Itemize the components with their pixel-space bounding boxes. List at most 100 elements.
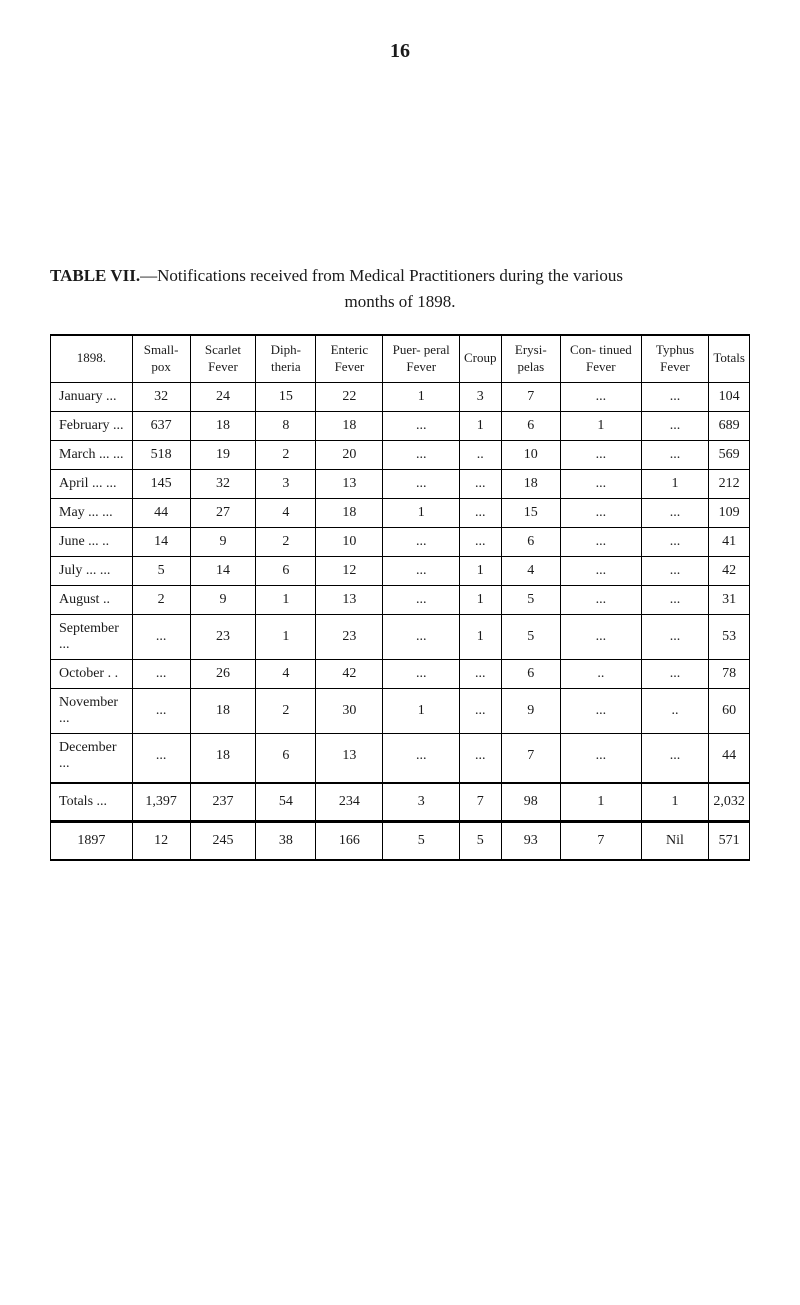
cell: ..: [561, 659, 642, 688]
cell: ...: [561, 585, 642, 614]
header-diphtheria: Diph- theria: [256, 335, 316, 382]
cell: 689: [709, 411, 750, 440]
month-label: March ... ...: [51, 440, 133, 469]
compare-label: 1897: [51, 821, 133, 860]
cell: 27: [190, 498, 256, 527]
cell: 19: [190, 440, 256, 469]
cell: 15: [501, 498, 561, 527]
cell: 1: [460, 411, 502, 440]
table-row: April ... ...14532313......18...1212: [51, 469, 750, 498]
cell: ...: [561, 556, 642, 585]
cell: 13: [316, 585, 383, 614]
cell: 1: [256, 614, 316, 659]
cell: ...: [641, 556, 709, 585]
cell: 104: [709, 382, 750, 411]
cell: 1: [460, 585, 502, 614]
totals-c5: 3: [383, 783, 460, 822]
cell: 1: [383, 382, 460, 411]
title-line-2: months of 1898.: [50, 289, 750, 315]
notifications-table: 1898. Small- pox Scarlet Fever Diph- the…: [50, 334, 750, 861]
cell: 3: [460, 382, 502, 411]
cell: 18: [190, 733, 256, 783]
cell: 1: [641, 469, 709, 498]
cell: ...: [641, 382, 709, 411]
cell: 6: [256, 733, 316, 783]
cell: ...: [641, 527, 709, 556]
month-label: June ... ..: [51, 527, 133, 556]
cell: ...: [561, 440, 642, 469]
cell: 212: [709, 469, 750, 498]
totals-label: Totals ...: [51, 783, 133, 822]
cell: 26: [190, 659, 256, 688]
cell: 18: [190, 411, 256, 440]
header-scarlet: Scarlet Fever: [190, 335, 256, 382]
cell: 4: [501, 556, 561, 585]
cell: ...: [641, 411, 709, 440]
cell: 1: [460, 614, 502, 659]
table-row: October . ....26442......6.....78: [51, 659, 750, 688]
cell: 13: [316, 469, 383, 498]
totals-c8: 1: [561, 783, 642, 822]
table-row: June ... ..149210......6......41: [51, 527, 750, 556]
page-number: 16: [50, 40, 750, 63]
compare-c6: 5: [460, 821, 502, 860]
cell: ...: [132, 688, 190, 733]
header-smallpox: Small- pox: [132, 335, 190, 382]
cell: 41: [709, 527, 750, 556]
compare-c2: 245: [190, 821, 256, 860]
cell: 145: [132, 469, 190, 498]
cell: 637: [132, 411, 190, 440]
header-continued: Con- tinued Fever: [561, 335, 642, 382]
cell: 13: [316, 733, 383, 783]
table-row: July ... ...514612...14......42: [51, 556, 750, 585]
month-label: February ...: [51, 411, 133, 440]
month-label: September ...: [51, 614, 133, 659]
totals-c7: 98: [501, 783, 561, 822]
cell: ...: [641, 659, 709, 688]
cell: 12: [316, 556, 383, 585]
month-label: April ... ...: [51, 469, 133, 498]
cell: ...: [561, 382, 642, 411]
cell: ...: [561, 469, 642, 498]
cell: 18: [316, 498, 383, 527]
cell: 31: [709, 585, 750, 614]
totals-c4: 234: [316, 783, 383, 822]
title-rest-1: —Notifications received from Medical Pra…: [140, 266, 623, 285]
cell: ...: [460, 527, 502, 556]
cell: 2: [256, 688, 316, 733]
cell: 14: [132, 527, 190, 556]
cell: 518: [132, 440, 190, 469]
cell: ...: [460, 733, 502, 783]
cell: 18: [190, 688, 256, 733]
cell: 14: [190, 556, 256, 585]
cell: 18: [316, 411, 383, 440]
compare-c9: Nil: [641, 821, 709, 860]
cell: 18: [501, 469, 561, 498]
cell: ...: [460, 659, 502, 688]
cell: ...: [383, 585, 460, 614]
cell: 44: [132, 498, 190, 527]
table-row: January ...32241522137......104: [51, 382, 750, 411]
cell: 20: [316, 440, 383, 469]
cell: ...: [641, 733, 709, 783]
totals-c10: 2,032: [709, 783, 750, 822]
cell: ...: [383, 469, 460, 498]
totals-c9: 1: [641, 783, 709, 822]
cell: ...: [132, 614, 190, 659]
cell: ...: [383, 614, 460, 659]
cell: ...: [460, 498, 502, 527]
cell: 8: [256, 411, 316, 440]
cell: ...: [641, 440, 709, 469]
header-row: 1898. Small- pox Scarlet Fever Diph- the…: [51, 335, 750, 382]
table-row: March ... ...51819220.....10......569: [51, 440, 750, 469]
cell: ...: [383, 556, 460, 585]
compare-c3: 38: [256, 821, 316, 860]
month-label: July ... ...: [51, 556, 133, 585]
cell: ...: [460, 469, 502, 498]
cell: 4: [256, 498, 316, 527]
table-row: August ..29113...15......31: [51, 585, 750, 614]
cell: ...: [132, 659, 190, 688]
cell: 23: [190, 614, 256, 659]
cell: 5: [132, 556, 190, 585]
cell: ...: [641, 614, 709, 659]
